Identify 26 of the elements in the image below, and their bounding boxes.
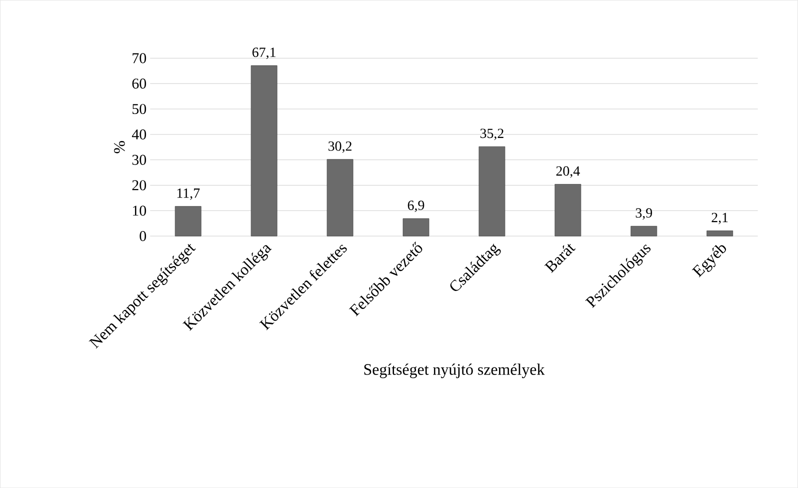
bar <box>326 159 354 236</box>
y-tick-label: 30 <box>132 154 146 165</box>
y-axis-title: % <box>114 140 125 154</box>
data-label: 2,1 <box>712 212 728 224</box>
y-tick-label: 10 <box>132 206 146 216</box>
bar <box>706 230 734 236</box>
data-label: 30,2 <box>328 141 352 153</box>
data-label: 11,7 <box>177 188 200 200</box>
y-tick-label: 70 <box>132 53 146 64</box>
x-axis-title: Segítséget nyújtó személyek <box>364 364 545 378</box>
data-label: 35,2 <box>480 128 504 140</box>
y-tick-label: 60 <box>132 78 146 89</box>
y-tick-label: 0 <box>140 230 146 242</box>
y-tick-label: 40 <box>132 129 146 140</box>
data-label: 67,1 <box>252 48 276 59</box>
data-label: 3,9 <box>636 208 652 220</box>
bar <box>250 65 278 236</box>
data-label: 20,4 <box>556 166 580 178</box>
y-tick-label: 50 <box>132 104 146 114</box>
bar <box>630 226 658 236</box>
bar <box>174 206 202 236</box>
y-tick-label: 20 <box>132 180 146 190</box>
data-label: 6,9 <box>408 200 424 212</box>
bar <box>554 184 582 236</box>
bar <box>478 146 506 236</box>
bar <box>402 218 430 236</box>
